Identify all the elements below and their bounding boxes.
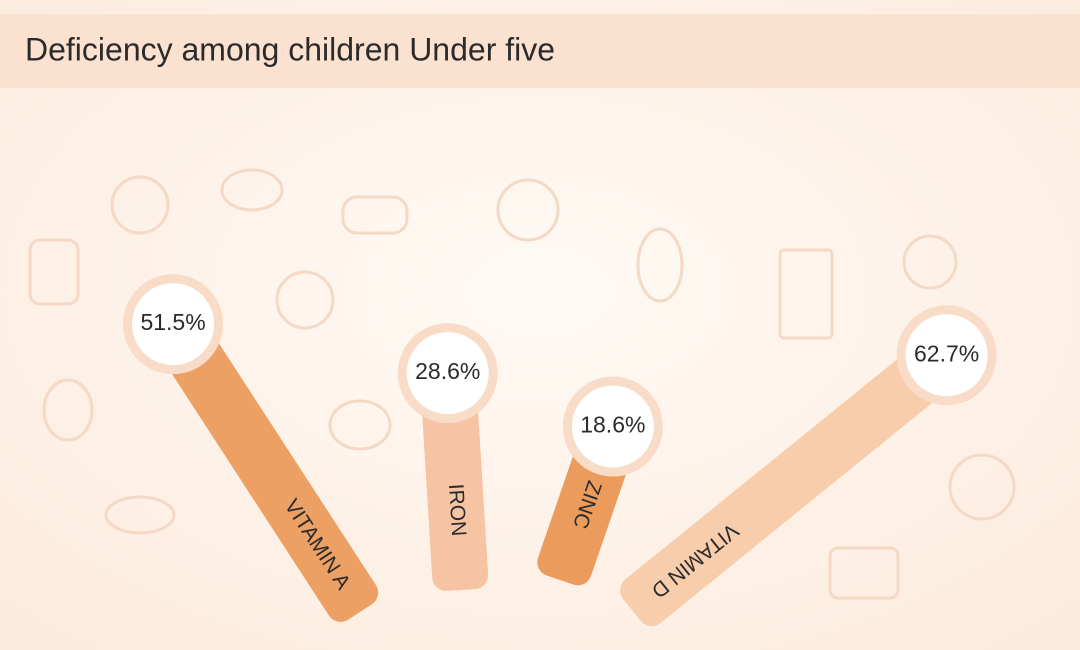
decor-icons <box>28 168 1016 600</box>
title-band <box>0 14 1080 88</box>
label-disc <box>571 385 654 468</box>
bar <box>620 339 959 627</box>
chart-title: Deficiency among children Under five <box>25 31 555 67</box>
label-disc <box>406 332 489 415</box>
bar <box>154 314 379 622</box>
label-disc <box>905 314 988 397</box>
value-label: 51.5% <box>140 309 205 335</box>
value-label: 62.7% <box>914 340 979 366</box>
value-label: 28.6% <box>415 358 480 384</box>
label-disc <box>132 283 215 366</box>
bar-group: IRON <box>420 372 489 591</box>
value-label: 18.6% <box>580 412 645 438</box>
category-label: IRON <box>444 483 470 537</box>
bar <box>420 372 489 591</box>
